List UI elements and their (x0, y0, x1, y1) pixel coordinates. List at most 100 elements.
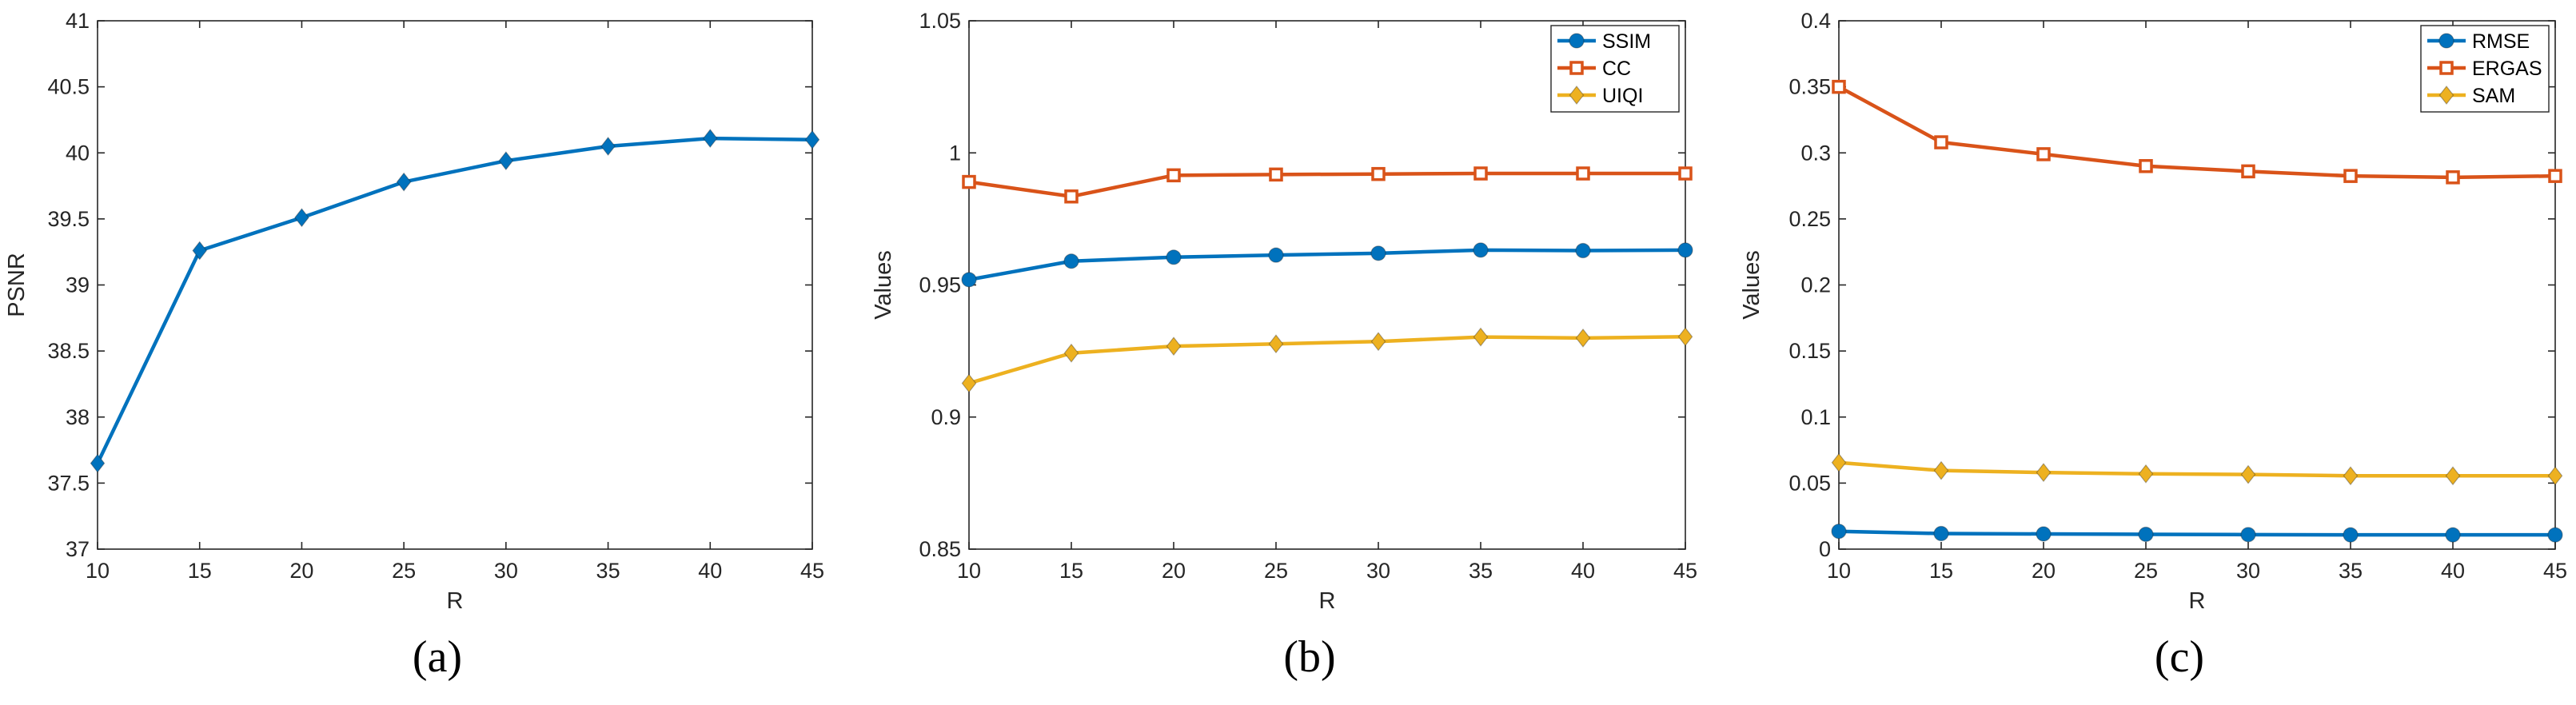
y-tick-label: 0.9 (931, 405, 961, 429)
series-line (1836, 460, 2558, 478)
data-point (2446, 170, 2460, 185)
data-point (1933, 460, 1949, 480)
data-point (1832, 79, 1846, 94)
data-point (962, 174, 976, 189)
data-point (1371, 166, 1386, 181)
x-tick-label: 35 (2339, 559, 2363, 583)
x-tick-label: 45 (2543, 559, 2567, 583)
data-point (1268, 334, 1284, 354)
data-point (1166, 249, 1182, 265)
panel-caption: (c) (2155, 632, 2204, 682)
data-point (1576, 166, 1590, 181)
x-tick-label: 25 (1264, 559, 1288, 583)
y-tick-label: 41 (66, 9, 90, 33)
y-tick-label: 40 (66, 141, 90, 165)
x-tick-label: 40 (698, 559, 722, 583)
x-tick-label: 20 (2032, 559, 2056, 583)
series-line (967, 248, 1688, 282)
x-tick-label: 15 (1929, 559, 1953, 583)
data-point (498, 151, 514, 171)
legend-marker (1569, 86, 1585, 105)
series-psnr (90, 129, 820, 473)
y-tick-label: 37.5 (47, 471, 90, 495)
data-point (2240, 527, 2256, 543)
data-point (1678, 166, 1693, 181)
data-point (2548, 169, 2562, 183)
data-point (1370, 332, 1386, 352)
data-point (1473, 242, 1489, 258)
y-tick-label: 37 (66, 537, 90, 561)
legend-marker (2439, 61, 2454, 75)
data-point (2241, 164, 2255, 179)
legend-label: SSIM (1602, 30, 1651, 53)
data-point (1063, 343, 1079, 363)
series-line (95, 136, 815, 465)
x-tick-label: 20 (1162, 559, 1186, 583)
data-point (2036, 463, 2052, 483)
series-sam (1831, 452, 2563, 486)
x-tick-label: 30 (1366, 559, 1390, 583)
data-point (1269, 167, 1283, 182)
data-point (192, 241, 208, 261)
chart-panel-2: 10 15 20 25 30 35 40 45 0.85 0.9 0.95 1 1.05 R Values S… (871, 9, 1697, 682)
x-tick-label: 35 (596, 559, 620, 583)
data-point (2036, 147, 2051, 161)
data-point (1166, 337, 1182, 356)
data-point (1370, 245, 1386, 261)
chart-panel-1: 10 15 20 25 30 35 40 45 37 37.5 38 38.5 39 39.5 40 40.5… (4, 9, 824, 682)
x-tick-label: 45 (800, 559, 824, 583)
data-point (1064, 189, 1079, 204)
data-point (294, 208, 309, 228)
x-tick-label: 40 (1571, 559, 1595, 583)
legend-label: CC (1602, 58, 1631, 80)
series-line (967, 171, 1688, 199)
chart-panel-3: 10 15 20 25 30 35 40 45 0 0.05 0.1 0.15 0.2 0.25 0.3 0.… (1739, 9, 2567, 682)
x-tick-label: 35 (1469, 559, 1493, 583)
data-point (2445, 527, 2461, 543)
y-axis-label: Values (1739, 250, 1765, 320)
data-point (2138, 526, 2154, 543)
data-point (702, 129, 718, 149)
x-tick-label: 30 (2236, 559, 2260, 583)
x-axis-label: R (2189, 588, 2206, 614)
data-point (1473, 327, 1489, 347)
y-tick-label: 0.4 (1800, 9, 1831, 33)
y-tick-label: 0.05 (1788, 471, 1831, 495)
y-tick-label: 0 (1819, 537, 1831, 561)
data-point (1831, 524, 1847, 540)
series-cc (962, 166, 1693, 204)
y-tick-label: 39 (66, 273, 90, 297)
data-point (1831, 452, 1847, 472)
data-point (1063, 253, 1079, 269)
data-point (804, 129, 820, 149)
data-point (396, 172, 412, 192)
y-tick-label: 1 (949, 141, 961, 165)
legend-marker (1569, 33, 1585, 49)
legend-label: UIQI (1602, 85, 1643, 107)
data-point (1575, 242, 1591, 259)
data-point (1933, 525, 1949, 542)
data-point (2547, 466, 2563, 486)
y-tick-label: 0.2 (1800, 273, 1831, 297)
legend: RMSE ERGAS SAM (2420, 25, 2550, 113)
x-axis-label: R (447, 588, 464, 614)
x-tick-label: 15 (1059, 559, 1083, 583)
data-point (1268, 247, 1284, 263)
legend-marker (2438, 33, 2454, 49)
y-tick-label: 38.5 (47, 339, 90, 363)
data-point (2343, 466, 2359, 486)
data-point (961, 373, 977, 393)
data-point (1166, 168, 1181, 183)
panel-caption: (b) (1283, 632, 1335, 682)
legend: SSIM CC UIQI (1550, 25, 1680, 113)
data-point (2445, 466, 2461, 486)
x-tick-label: 30 (494, 559, 518, 583)
series-ergas (1832, 79, 2562, 185)
x-tick-label: 40 (2441, 559, 2465, 583)
series-line (1836, 85, 2558, 180)
y-tick-label: 1.05 (919, 9, 961, 33)
legend-marker (2438, 86, 2454, 105)
data-point (2138, 464, 2154, 484)
x-tick-label: 25 (2134, 559, 2158, 583)
